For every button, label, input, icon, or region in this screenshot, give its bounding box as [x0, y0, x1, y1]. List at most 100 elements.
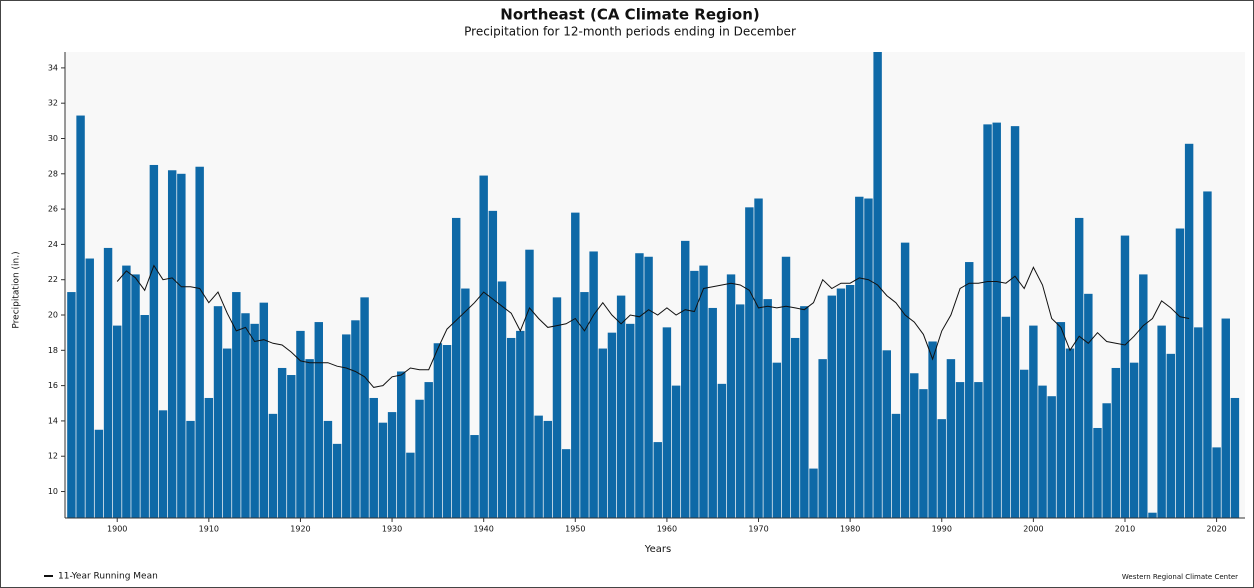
bar — [113, 325, 122, 518]
chart-subtitle: Precipitation for 12-month periods endin… — [464, 25, 796, 39]
bar — [1129, 362, 1139, 518]
bar — [1139, 274, 1148, 518]
bar — [983, 124, 992, 518]
x-tick-label: 1910 — [199, 525, 219, 534]
bar — [351, 320, 360, 518]
x-axis-label: Years — [644, 544, 671, 555]
bar — [607, 332, 617, 518]
bar — [818, 359, 827, 518]
bar — [85, 258, 94, 518]
bar — [1111, 367, 1121, 518]
bar — [937, 419, 946, 518]
bar — [1065, 348, 1075, 518]
bar — [232, 292, 241, 518]
bar — [671, 385, 681, 518]
bar — [497, 281, 507, 518]
bar — [790, 337, 800, 518]
credit: Western Regional Climate Center — [1122, 573, 1238, 581]
bar — [451, 217, 461, 518]
bar — [1175, 228, 1185, 519]
bar — [754, 198, 763, 518]
bar — [1047, 396, 1056, 518]
x-tick-label: 1950 — [565, 525, 585, 534]
bar — [1157, 325, 1166, 518]
y-tick-label: 18 — [48, 346, 58, 355]
bar — [534, 415, 543, 518]
bar — [1203, 191, 1212, 519]
y-tick-label: 22 — [48, 275, 58, 284]
x-tick-label: 1940 — [474, 525, 494, 534]
bar — [277, 367, 287, 518]
bar — [836, 288, 846, 518]
bar — [149, 164, 159, 518]
bar — [1001, 316, 1011, 518]
bar — [122, 265, 131, 518]
bar — [387, 412, 397, 518]
bar — [1120, 235, 1130, 519]
bar — [442, 345, 452, 518]
bar — [1010, 126, 1020, 519]
bar — [580, 292, 589, 518]
bar — [158, 410, 168, 518]
y-tick-label: 12 — [48, 452, 58, 461]
bar — [735, 304, 745, 518]
bar — [103, 247, 113, 518]
bar — [1166, 353, 1176, 518]
bar — [910, 373, 919, 518]
bar — [928, 341, 937, 518]
bar — [305, 359, 314, 518]
bar — [827, 295, 837, 518]
y-tick-label: 24 — [48, 240, 58, 249]
bar — [1102, 403, 1111, 518]
bar — [1194, 327, 1203, 518]
bar — [1148, 512, 1157, 518]
y-axis-label: Precipitation (in.) — [12, 251, 22, 328]
bar — [864, 198, 873, 518]
y-tick-label: 28 — [48, 169, 58, 178]
bar — [690, 270, 699, 518]
y-tick-label: 26 — [48, 205, 58, 214]
legend-label: 11-Year Running Mean — [58, 572, 158, 582]
bar — [131, 274, 140, 518]
bar — [598, 348, 607, 518]
bar — [1038, 385, 1047, 518]
bar — [525, 249, 534, 519]
bar — [653, 442, 662, 518]
bar — [699, 265, 708, 518]
x-tick-label: 2000 — [1023, 525, 1043, 534]
bar — [1230, 397, 1240, 518]
bar — [1093, 427, 1102, 518]
bar — [1184, 143, 1194, 518]
bar — [342, 334, 351, 518]
bar — [919, 389, 928, 518]
bar — [1074, 217, 1084, 518]
x-tick-label: 1980 — [840, 525, 860, 534]
x-tick-label: 1900 — [107, 525, 127, 534]
bar — [992, 122, 1001, 518]
bar — [268, 413, 278, 518]
bar — [177, 173, 186, 518]
bar — [745, 207, 754, 519]
bar — [433, 343, 443, 518]
bar — [360, 297, 369, 518]
bar — [424, 382, 433, 518]
bar — [965, 262, 974, 518]
bar — [76, 115, 85, 518]
bar — [323, 420, 333, 518]
y-tick-label: 20 — [48, 311, 58, 320]
bar — [1056, 322, 1066, 518]
bar — [726, 274, 736, 518]
bar — [543, 420, 553, 518]
bar — [809, 468, 818, 518]
y-tick-label: 14 — [48, 416, 58, 425]
bar — [461, 288, 470, 518]
x-tick-label: 2010 — [1115, 525, 1135, 534]
bar — [855, 196, 864, 518]
bar — [763, 299, 772, 518]
bar — [974, 382, 983, 518]
bar — [222, 348, 232, 518]
running-mean-line — [116, 264, 1190, 388]
bar — [946, 359, 956, 518]
